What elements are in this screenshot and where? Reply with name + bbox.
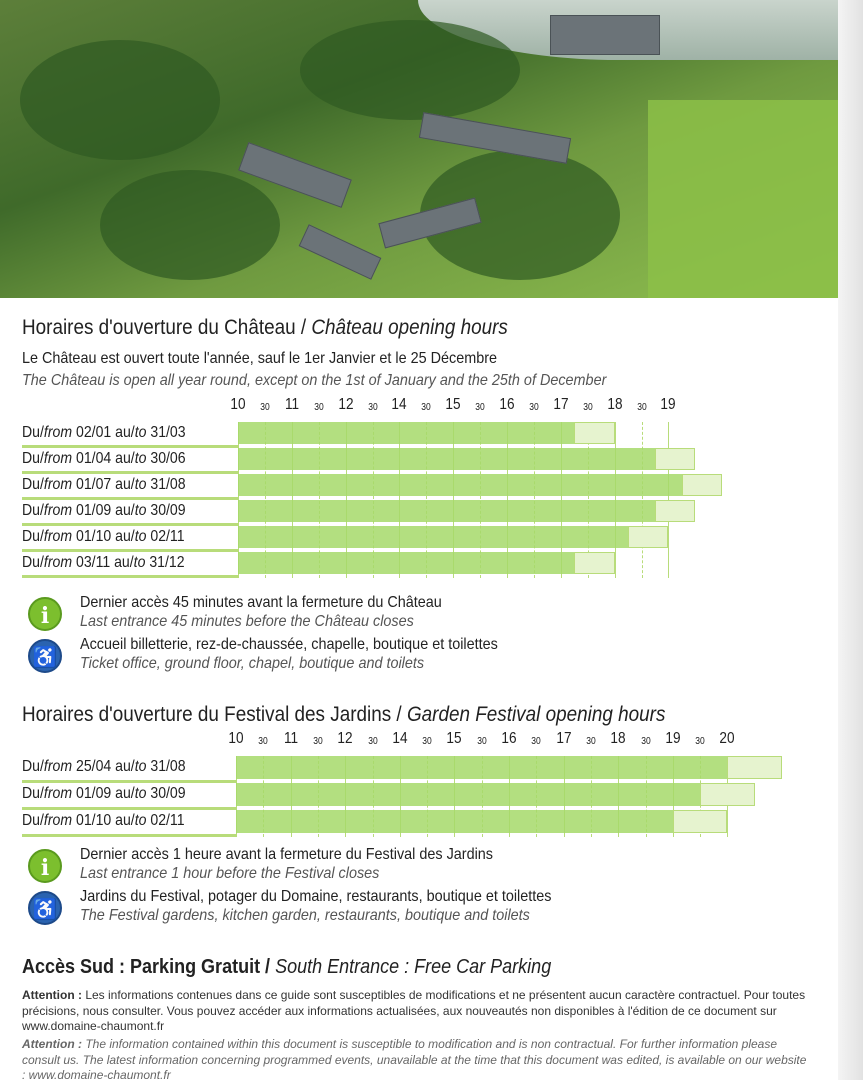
- note-fr: Accueil billetterie, rez-de-chaussée, ch…: [80, 636, 498, 653]
- axis-tick-label: 30: [636, 402, 647, 413]
- last-entry-band: [672, 810, 728, 833]
- axis-tick-label: 30: [475, 402, 485, 413]
- row-underline: [22, 807, 236, 810]
- row-label: Du/from 01/10 au/to 02/11: [22, 812, 185, 829]
- axis-tick-label: 30: [531, 736, 542, 747]
- row-label: Du/from 25/04 au/to 31/08: [22, 758, 186, 775]
- row-label: Du/from 01/09 au/to 30/09: [22, 785, 186, 802]
- row-label: Du/from 02/01 au/to 31/03: [22, 424, 186, 441]
- axis-tick-label: 16: [501, 730, 517, 747]
- chateau-hours-title: Horaires d'ouverture du Château / Châtea…: [22, 316, 508, 339]
- chateau-intro-fr: Le Château est ouvert toute l'année, sau…: [22, 350, 498, 367]
- open-hours-bar: [238, 552, 575, 574]
- row-underline: [22, 497, 238, 500]
- row-label: Du/from 01/04 au/to 30/06: [22, 450, 186, 467]
- axis-tick-label: 17: [553, 396, 569, 413]
- axis-tick-label: 14: [392, 730, 408, 747]
- last-entry-band: [727, 756, 782, 779]
- row-underline: [22, 780, 236, 783]
- row-label: Du/from 03/11 au/to 31/12: [22, 554, 185, 571]
- note-en: Ticket office, ground floor, chapel, bou…: [80, 655, 425, 672]
- wheelchair-icon: ♿: [28, 891, 62, 925]
- axis-tick-label: 12: [338, 396, 354, 413]
- note-en: Last entrance 45 minutes before the Chât…: [80, 613, 414, 630]
- row-underline: [22, 549, 238, 552]
- open-hours-bar: [238, 448, 655, 470]
- axis-tick-label: 30: [529, 402, 539, 413]
- axis-tick-label: 19: [660, 396, 676, 413]
- info-icon: i: [28, 597, 62, 631]
- last-entry-band: [574, 422, 615, 444]
- axis-tick-label: 11: [283, 730, 298, 747]
- garden-hours-title: Horaires d'ouverture du Festival des Jar…: [22, 703, 666, 726]
- axis-tick-label: 19: [665, 730, 681, 747]
- disclaimer-fr: Attention : Les informations contenues d…: [22, 988, 806, 1033]
- axis-tick-label: 30: [260, 402, 270, 413]
- axis-tick-label: 30: [258, 736, 269, 747]
- aerial-photo-chateau: [0, 0, 838, 298]
- note-fr: Dernier accès 45 minutes avant la fermet…: [80, 594, 442, 611]
- note-en: The Festival gardens, kitchen garden, re…: [80, 907, 530, 924]
- parking-title: Accès Sud : Parking Gratuit / South Entr…: [22, 956, 552, 978]
- row-underline: [22, 834, 236, 837]
- last-entry-band: [700, 783, 755, 806]
- axis-tick-label: 10: [230, 396, 246, 413]
- row-label: Du/from 01/10 au/to 02/11: [22, 528, 185, 545]
- open-hours-bar: [238, 422, 575, 444]
- axis-tick-label: 18: [607, 396, 623, 413]
- open-hours-bar: [236, 810, 673, 833]
- axis-tick-label: 30: [695, 736, 705, 747]
- note-en: Last entrance 1 hour before the Festival…: [80, 865, 380, 882]
- axis-tick-label: 30: [313, 736, 323, 747]
- garden-hours-chart: 10 30 11 30 12 30 14 30 15 30 16 30 17 30 18 30 19 30 20 Du…: [0, 730, 838, 840]
- axis-tick-label: 15: [445, 396, 461, 413]
- axis-tick-label: 12: [337, 730, 353, 747]
- axis-tick-label: 30: [586, 736, 596, 747]
- row-underline: [22, 471, 238, 474]
- last-entry-band: [654, 500, 696, 522]
- row-underline: [22, 445, 238, 448]
- axis-tick-label: 30: [476, 736, 487, 747]
- axis-tick-label: 16: [499, 396, 515, 413]
- chateau-intro-en: The Château is open all year round, exce…: [22, 372, 607, 389]
- disclaimer-en: Attention : The information contained wi…: [22, 1037, 807, 1082]
- open-hours-bar: [236, 756, 728, 779]
- info-icon: i: [28, 849, 62, 883]
- axis-tick-label: 30: [367, 402, 378, 413]
- row-label: Du/from 01/09 au/to 30/09: [22, 502, 186, 519]
- axis-tick-label: 15: [446, 730, 462, 747]
- page-edge: [838, 0, 863, 1080]
- open-hours-bar: [238, 526, 629, 548]
- note-fr: Dernier accès 1 heure avant la fermeture…: [80, 846, 494, 863]
- last-entry-band: [654, 448, 696, 470]
- axis-tick-label: 17: [556, 730, 572, 747]
- axis-tick-label: 10: [228, 730, 244, 747]
- axis-tick-label: 30: [421, 402, 432, 413]
- last-entry-band: [574, 552, 615, 574]
- last-entry-band: [628, 526, 669, 548]
- last-entry-band: [681, 474, 723, 496]
- row-underline: [22, 523, 238, 526]
- open-hours-bar: [238, 474, 682, 496]
- axis-tick-label: 20: [719, 730, 735, 747]
- axis-tick-label: 30: [422, 736, 432, 747]
- row-underline: [22, 575, 238, 578]
- axis-tick-label: 30: [313, 402, 324, 413]
- chateau-hours-chart: 10 30 11 30 12 30 14 30 15 30 16 30 17 30 18 30 19 Du/fro…: [0, 396, 838, 586]
- note-fr: Jardins du Festival, potager du Domaine,…: [80, 888, 552, 905]
- axis-tick-label: 18: [610, 730, 626, 747]
- axis-tick-label: 30: [582, 402, 593, 413]
- axis-tick-label: 30: [367, 736, 378, 747]
- axis-tick-label: 11: [284, 396, 299, 413]
- open-hours-bar: [238, 500, 655, 522]
- wheelchair-icon: ♿: [28, 639, 62, 673]
- row-label: Du/from 01/07 au/to 31/08: [22, 476, 186, 493]
- axis-tick-label: 30: [640, 736, 651, 747]
- open-hours-bar: [236, 783, 701, 806]
- axis-tick-label: 14: [391, 396, 407, 413]
